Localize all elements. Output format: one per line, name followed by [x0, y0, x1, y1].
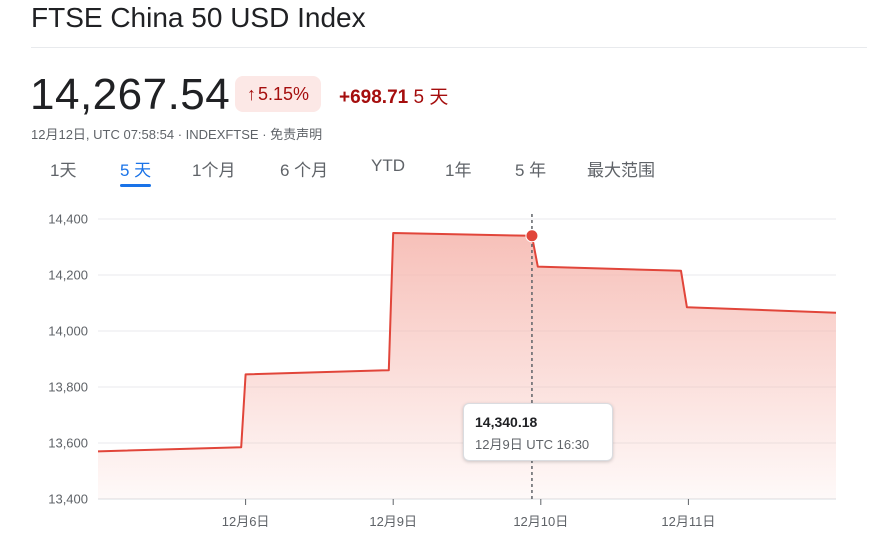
tab-label: 1年: [445, 161, 472, 180]
change-period: 5 天: [413, 87, 449, 108]
y-tick-label: 13,600: [48, 436, 88, 451]
tab-label: 5 年: [515, 161, 547, 180]
chart-tooltip: 14,340.18 12月9日 UTC 16:30: [463, 403, 613, 461]
change-summary: +698.71 5 天: [339, 82, 448, 109]
price-area: [98, 233, 836, 499]
tab-1-day[interactable]: 1天: [50, 156, 76, 181]
tab-5-day[interactable]: 5 天: [120, 156, 152, 187]
tooltip-time: 12月9日 UTC 16:30: [475, 437, 590, 452]
tab-label: 1个月: [192, 161, 236, 180]
y-tick-label: 13,800: [48, 380, 88, 395]
current-price: 14,267.54: [30, 70, 231, 119]
y-tick-label: 14,200: [48, 268, 88, 283]
change-percent-badge: ↑ 5.15%: [235, 76, 322, 112]
tab-label: 6 个月: [280, 161, 329, 180]
tab-1-month[interactable]: 1个月: [192, 156, 235, 181]
change-percent: 5.15%: [258, 84, 310, 104]
quote-meta: 12月12日, UTC 07:58:54 · INDEXFTSE · 免责声明: [31, 127, 323, 142]
tab-5-year[interactable]: 5 年: [515, 156, 546, 181]
tooltip-value: 14,340.18: [475, 414, 538, 430]
x-tick-label: 12月6日: [222, 514, 270, 529]
header-divider: [31, 47, 867, 48]
x-tick-label: 12月9日: [369, 514, 417, 529]
tab-active-indicator: [120, 184, 152, 187]
price-line: [97, 232, 837, 453]
tab-label: YTD: [371, 156, 405, 175]
price-chart[interactable]: 14,400 14,200 14,000 13,800 13,600 13,400 12月6…: [0, 195, 875, 537]
tab-6-month[interactable]: 6 个月: [280, 156, 328, 181]
tab-max[interactable]: 最大范围: [587, 156, 655, 181]
y-tick-label: 14,000: [48, 324, 88, 339]
arrow-up-icon: ↑: [247, 84, 256, 104]
highlight-point[interactable]: [525, 229, 539, 243]
y-tick-label: 13,400: [48, 492, 88, 507]
tab-ytd[interactable]: YTD: [371, 156, 405, 176]
tab-1-year[interactable]: 1年: [445, 156, 471, 181]
tab-label: 5 天: [120, 161, 152, 180]
index-title: FTSE China 50 USD Index: [31, 2, 366, 33]
y-tick-label: 14,400: [48, 212, 88, 227]
tab-label: 最大范围: [587, 161, 655, 180]
x-tick-label: 12月11日: [661, 514, 715, 529]
change-absolute: +698.71: [339, 87, 409, 108]
tab-label: 1天: [50, 161, 77, 180]
x-tick-label: 12月10日: [513, 514, 568, 529]
